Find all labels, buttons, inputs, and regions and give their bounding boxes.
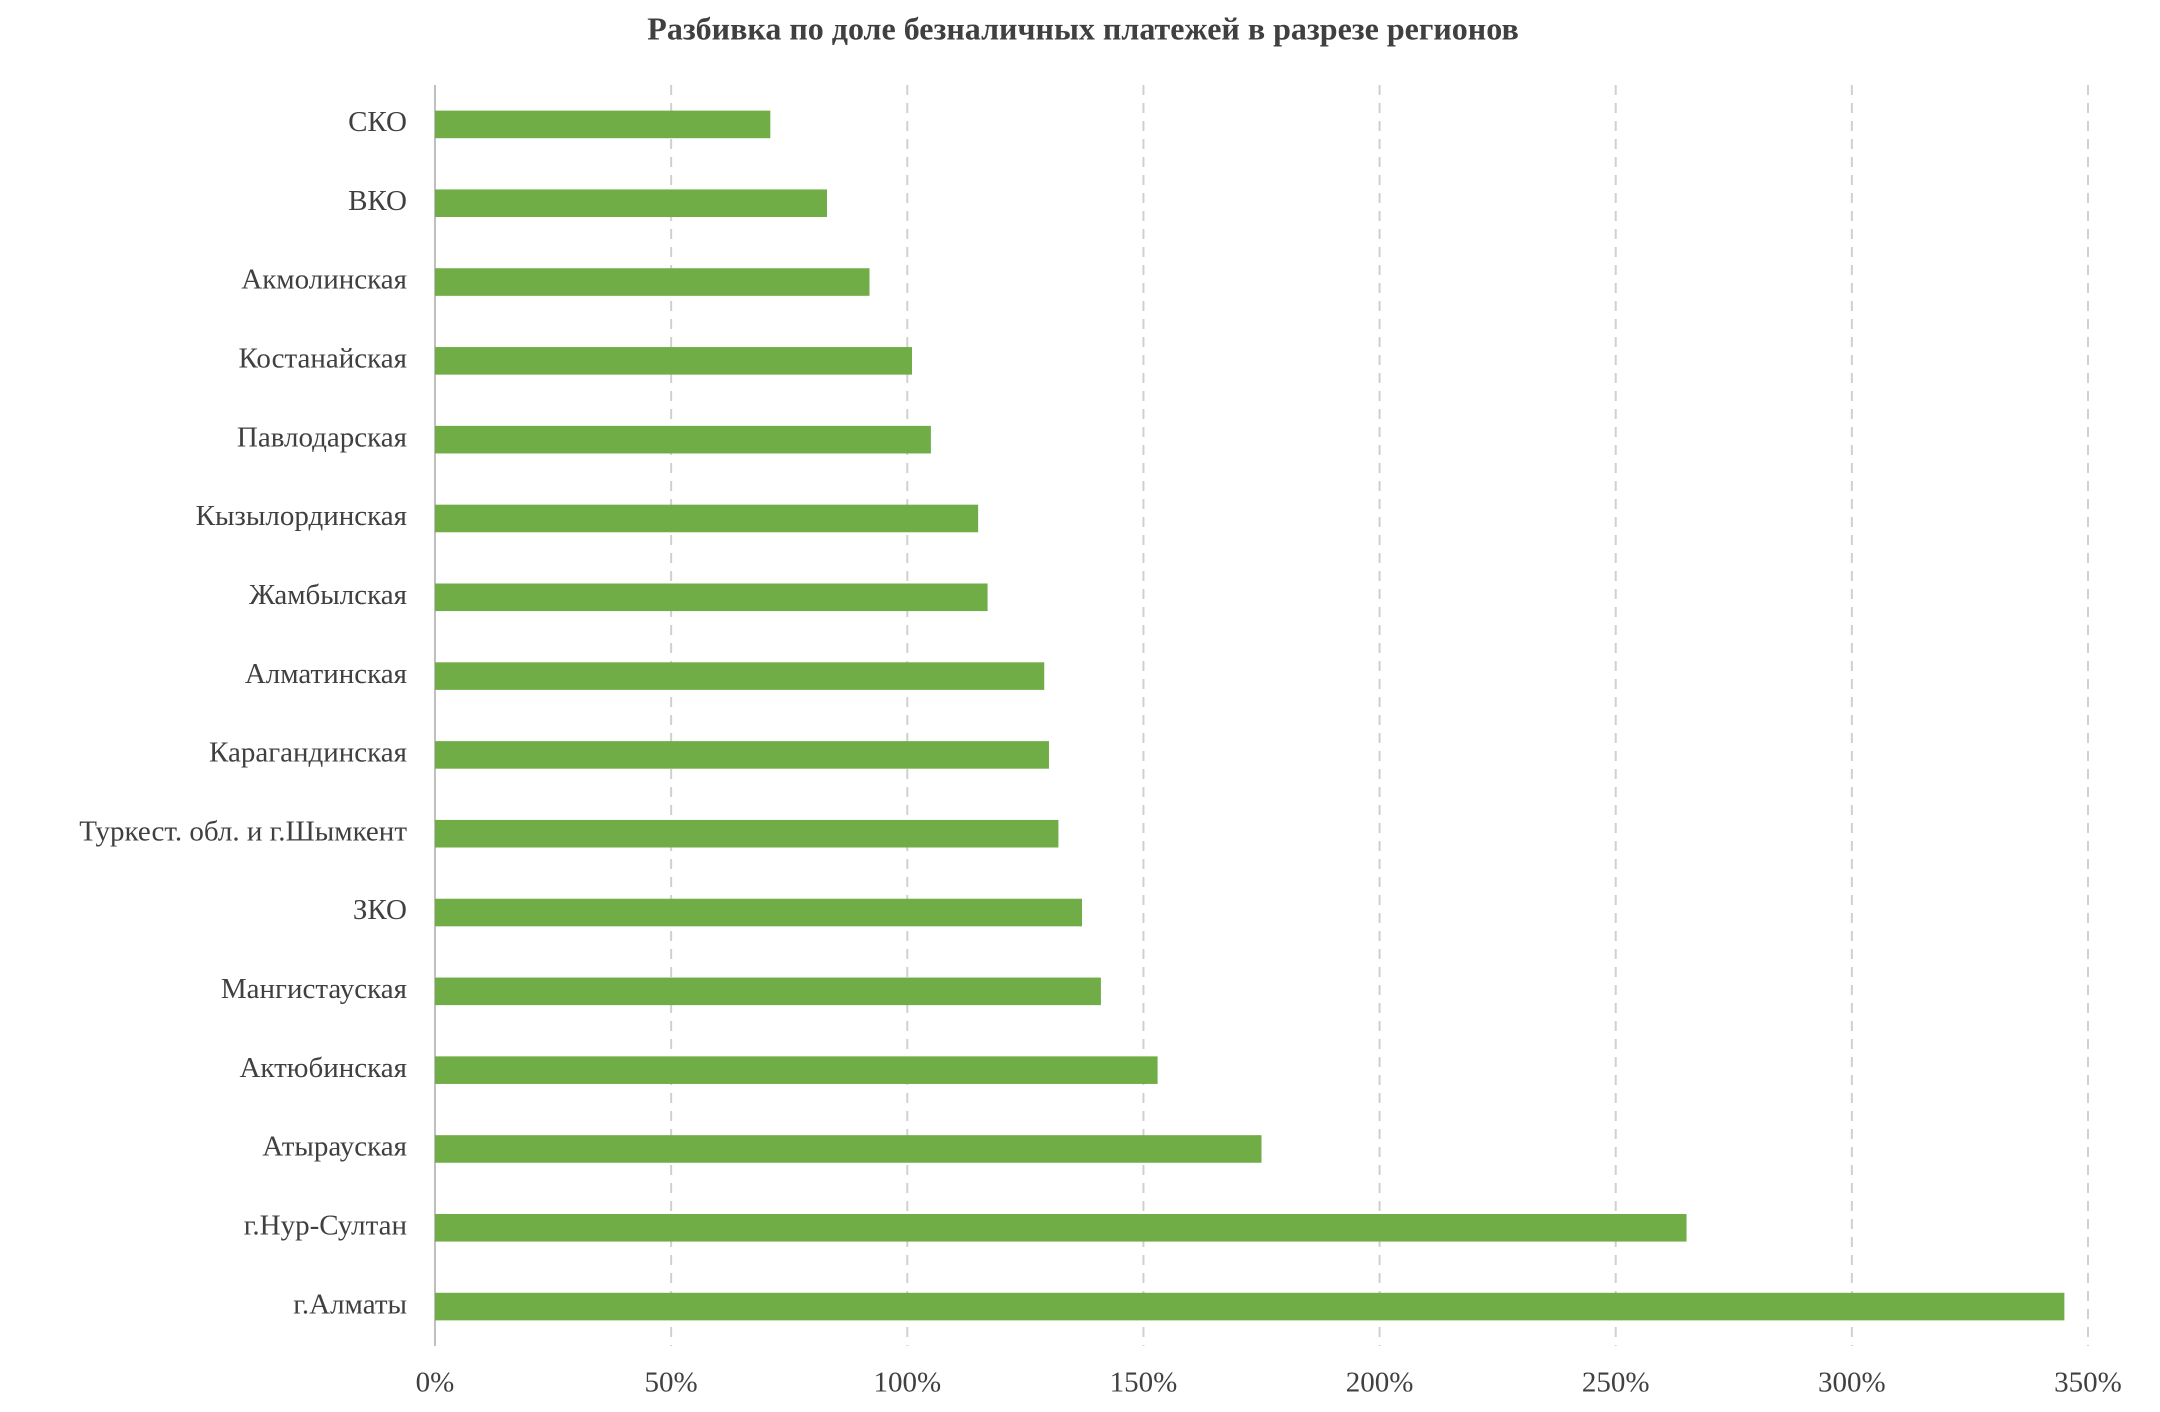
bar (435, 741, 1049, 769)
category-label: Туркест. обл. и г.Шымкент (79, 815, 407, 847)
category-label: Мангистауская (221, 973, 407, 1005)
category-label: СКО (348, 106, 407, 138)
bar (435, 583, 988, 612)
bar (435, 1135, 1262, 1163)
category-label: Алматинская (245, 658, 407, 690)
bar (435, 1292, 2065, 1321)
x-tick-label: 200% (1346, 1367, 1414, 1399)
bar (435, 189, 827, 218)
x-tick-label: 50% (645, 1367, 698, 1399)
category-label: Кызылординская (196, 500, 407, 532)
bar (435, 977, 1101, 1006)
category-label: ЗКО (353, 894, 407, 926)
bar (435, 268, 870, 296)
bar (435, 425, 931, 454)
x-tick-label: 0% (416, 1367, 455, 1399)
x-tick-label: 350% (2054, 1367, 2122, 1399)
category-label: Павлодарская (237, 421, 407, 453)
category-label: г.Нур-Султан (244, 1209, 407, 1241)
category-label: Жамбылская (249, 579, 407, 611)
bar (435, 1213, 1687, 1242)
category-label: Акмолинская (241, 264, 407, 296)
category-label: Карагандинская (209, 737, 407, 769)
category-label: ВКО (348, 185, 407, 217)
bar (435, 347, 913, 375)
bar (435, 504, 979, 533)
category-label: Костанайская (238, 343, 407, 375)
category-label: Актюбинская (239, 1052, 407, 1084)
x-tick-label: 150% (1110, 1367, 1178, 1399)
x-tick-label: 100% (873, 1367, 941, 1399)
bar (435, 819, 1059, 848)
category-label: Атырауская (262, 1131, 407, 1163)
x-tick-label: 250% (1582, 1367, 1650, 1399)
bar (435, 1056, 1158, 1084)
bar (435, 898, 1083, 927)
chart-title: Разбивка по доле безналичных платежей в … (647, 10, 1518, 46)
category-label: г.Алматы (293, 1288, 407, 1320)
bar (435, 110, 771, 139)
x-tick-label: 300% (1818, 1367, 1886, 1399)
bar (435, 662, 1045, 690)
